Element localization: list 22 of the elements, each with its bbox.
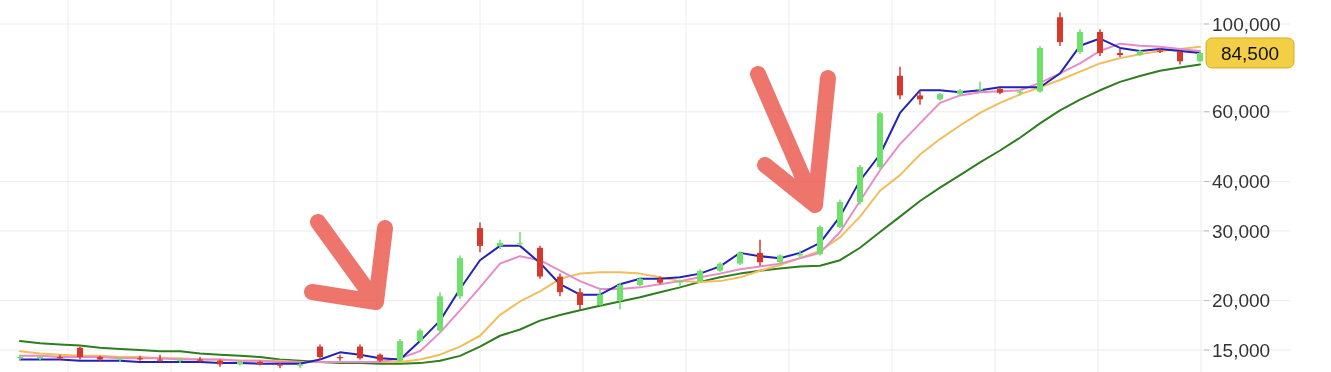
y-tick-label: 100,000 (1212, 13, 1281, 35)
candlestick (477, 221, 483, 253)
candlestick (797, 249, 803, 260)
candlestick (757, 238, 763, 267)
candlestick (557, 272, 563, 298)
candlestick (1117, 48, 1123, 58)
candlestick (917, 90, 923, 106)
y-tick-label: 20,000 (1212, 290, 1271, 312)
candlestick (897, 65, 903, 101)
y-tick-label: 40,000 (1212, 171, 1271, 193)
y-tick-label: 60,000 (1212, 101, 1271, 123)
candlestick (577, 287, 583, 311)
text: 84,500 (1220, 42, 1280, 64)
y-tick-label: 30,000 (1212, 220, 1271, 242)
candlestick (617, 281, 623, 311)
candlestick (1157, 47, 1163, 54)
candlestick (1097, 28, 1103, 57)
candlestick (157, 353, 163, 363)
candlestick (517, 231, 523, 247)
candlestick (1077, 28, 1083, 55)
y-tick-label: 15,000 (1212, 339, 1271, 361)
candlestick (397, 338, 403, 363)
